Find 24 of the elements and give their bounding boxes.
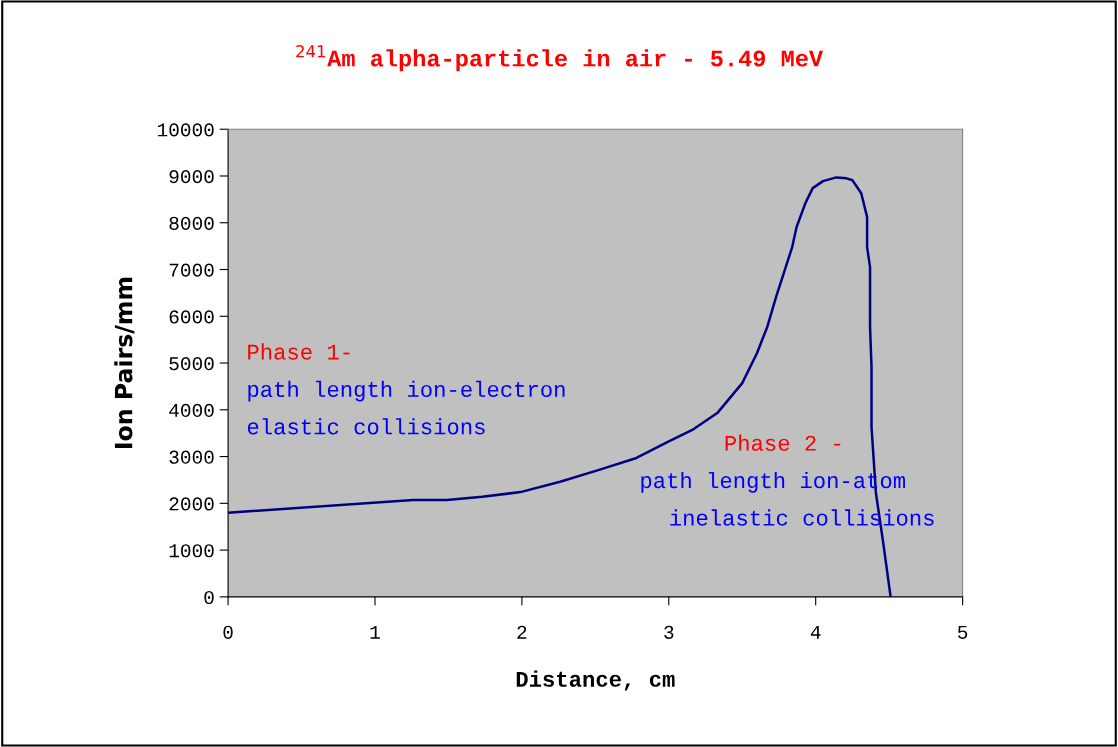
y-tick-label: 9000 — [169, 170, 214, 184]
x-tick-label: 3 — [664, 625, 674, 639]
annotation: elastic collisions — [247, 418, 485, 435]
annotation: Phase 2 - — [725, 434, 841, 451]
y-tick-label: 0 — [204, 590, 214, 605]
annotation: path length ion-electron — [248, 380, 565, 402]
y-tick-label: 1000 — [169, 544, 214, 558]
y-tick-label: 4000 — [169, 403, 214, 418]
chart-title: $^{241}$Am alpha-particle in air - 5.49 MeV — [296, 45, 824, 72]
y-tick-label: 8000 — [169, 216, 214, 230]
annotation: Phase 1- — [248, 343, 350, 360]
y-tick-label: 2000 — [169, 497, 214, 511]
x-axis-title: Distance, cm — [516, 670, 675, 691]
x-tick-label: 1 — [370, 625, 380, 639]
x-tick-label: 0 — [223, 625, 233, 639]
x-tick-label: 5 — [957, 625, 968, 639]
y-axis-title: Ion Pairs/mm — [114, 277, 135, 449]
x-tick-label: 2 — [517, 625, 527, 639]
y-tick-label: 5000 — [169, 357, 214, 371]
y-tick-label: 10000 — [157, 123, 214, 137]
x-tick-label: 4 — [810, 625, 821, 639]
y-tick-label: 6000 — [169, 310, 214, 324]
y-tick-label: 7000 — [169, 263, 214, 277]
y-tick-label: 3000 — [169, 450, 214, 464]
